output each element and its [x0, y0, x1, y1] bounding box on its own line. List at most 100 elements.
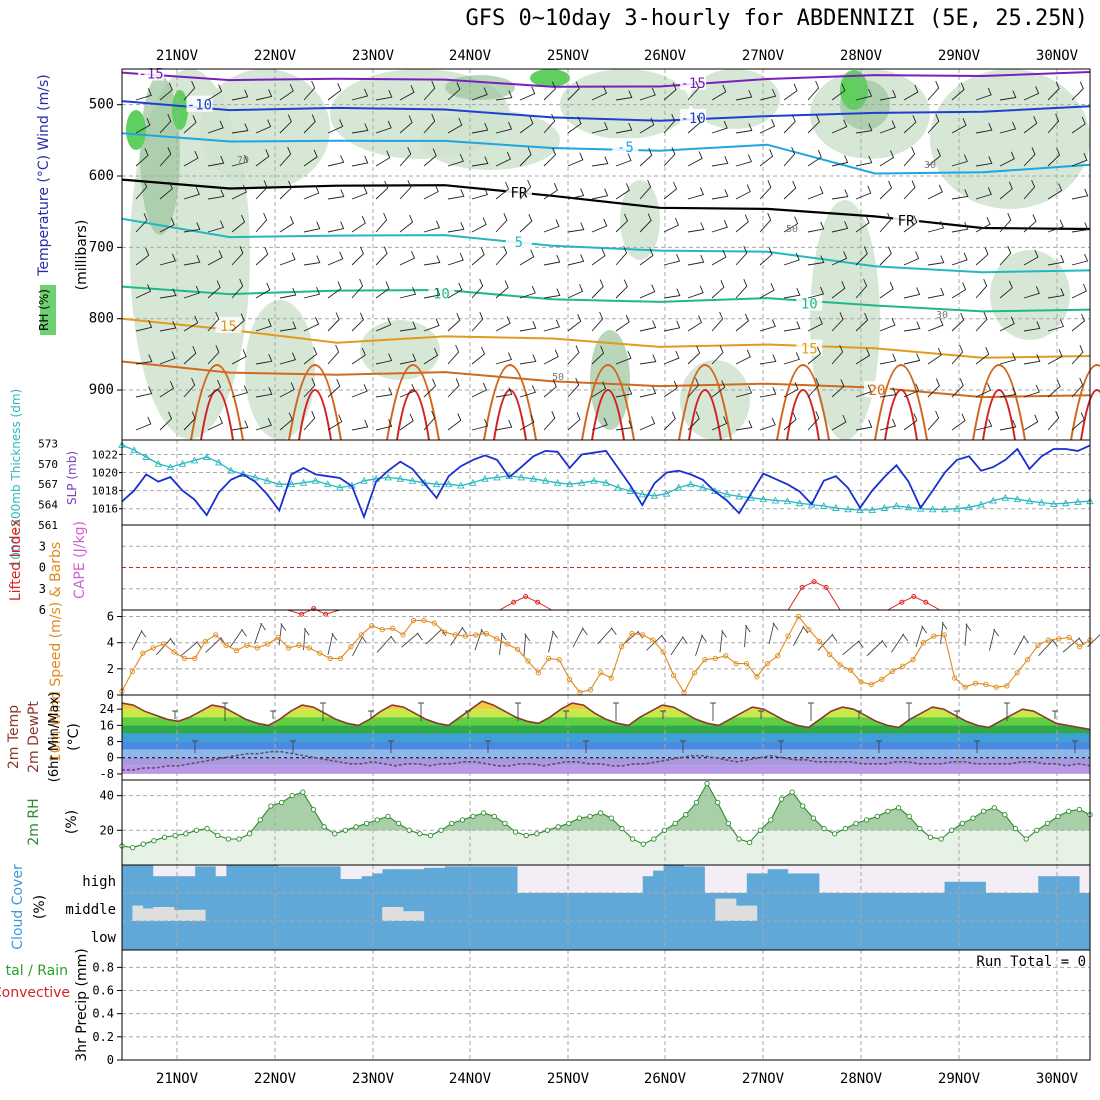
dewpoint-line [122, 750, 1091, 771]
wind-barb [351, 347, 366, 365]
temp-color-band [122, 717, 1090, 726]
wind-barb [735, 123, 753, 134]
wind-barb [951, 312, 965, 332]
thickness-marker [323, 480, 332, 488]
rh-marker [746, 839, 753, 846]
cloud-high-gap [767, 865, 779, 870]
wind-barb [735, 279, 748, 299]
wind-barb [639, 354, 657, 365]
wind-barb [135, 320, 153, 332]
wind-barb [663, 253, 681, 266]
wind-barb [375, 387, 393, 398]
wind-barb [855, 384, 872, 398]
wind-speed-marker [1035, 642, 1041, 648]
wind-speed-marker [525, 658, 531, 664]
wind-barb [783, 146, 796, 167]
rh-marker [991, 805, 997, 811]
wind-speed-marker [452, 632, 458, 638]
wind-barb [951, 189, 969, 200]
wind-barb [351, 312, 364, 332]
rh-marker [406, 827, 412, 833]
wind-barb [879, 180, 893, 200]
temp-minmax-bar [368, 710, 374, 719]
wind-speed-marker [816, 638, 823, 645]
cloud-high-gap [371, 865, 383, 874]
rh-marker [778, 796, 785, 802]
wind-barb [663, 380, 678, 398]
surface-wind-barb [1062, 637, 1085, 653]
rh-marker [183, 831, 189, 837]
wind-barb [495, 181, 510, 200]
wind-barb [1047, 183, 1063, 200]
wind-tick-label: 6 [107, 610, 114, 624]
temp-color-band [122, 733, 1090, 742]
isotherm-20-arc [1070, 364, 1100, 441]
wind-barb [207, 189, 225, 200]
wind-speed-marker [244, 642, 250, 648]
wind-barb [423, 318, 440, 332]
wind-barb [1071, 313, 1086, 332]
cloud-high-gap [808, 865, 820, 874]
wind-barb [735, 313, 749, 332]
isotherm-label: -10 [680, 111, 705, 127]
wind-barb [663, 217, 679, 233]
thickness-marker [602, 478, 610, 486]
temp-color-band [122, 757, 1090, 766]
bottom-date-label: 26NOV [644, 1071, 687, 1087]
cloud-level-label: middle [65, 902, 116, 918]
isotherm-label: -5 [617, 140, 634, 156]
cloud-high-gap [621, 865, 633, 893]
dewpt-minmax-bar [974, 740, 980, 753]
wind-barb [615, 351, 632, 365]
wind-barb [303, 410, 316, 431]
surface-wind-barb [989, 628, 999, 651]
precip-frame [121, 949, 1091, 1061]
wind-barb [903, 146, 916, 167]
cloud-high-gap [632, 865, 643, 893]
wind-speed-marker [1066, 634, 1072, 641]
surface-wind-barb [180, 641, 203, 657]
cloud-high-gap [205, 865, 216, 867]
wind-speed-marker [1076, 643, 1083, 650]
wind-barb [351, 155, 369, 167]
wind-barb [903, 413, 918, 431]
wind-barb [927, 148, 941, 167]
wind-barb [927, 80, 940, 101]
wind-barb [447, 252, 464, 266]
dewpt-minmax-bar [680, 740, 686, 753]
wind-barb [207, 250, 223, 266]
lifted-index-marker [523, 594, 529, 600]
rh-marker [353, 824, 359, 830]
isotherm-label: 15 [801, 342, 818, 358]
rh-marker [725, 820, 731, 827]
wind-barb [231, 420, 249, 431]
isotherm-15 [121, 317, 1091, 359]
cloud-high-gap [684, 865, 695, 867]
isotherm-label: -15 [680, 76, 705, 92]
thickness-marker [529, 474, 538, 482]
thickness-marker [408, 476, 417, 484]
cape-ylabel: CAPE (J/kg) [72, 521, 88, 599]
wind-barb [303, 185, 320, 200]
cloud-high-gap [309, 865, 321, 867]
rh-marker [863, 817, 870, 823]
wind-barb [183, 222, 201, 233]
wind-barb [663, 320, 681, 332]
cloud-middle-gap [153, 907, 164, 921]
wind-barb [519, 116, 534, 134]
wind-barb [519, 86, 536, 101]
thickness-marker [1049, 499, 1058, 507]
wind-barb [351, 384, 368, 398]
rh-marker [161, 834, 168, 840]
rh-shading-dark [140, 75, 180, 235]
wind-barb [279, 83, 294, 101]
wind-barb [375, 212, 388, 233]
wind-speed-marker [754, 674, 760, 680]
wind-barb [375, 180, 389, 200]
thickness-marker [868, 506, 876, 513]
wind-barb [399, 353, 417, 365]
wind-speed-marker [650, 637, 656, 643]
wind-barb [615, 245, 628, 266]
lifted-index-panel: 3 0 3 6 Lifted Index CAPE (J/kg) [8, 519, 1091, 617]
